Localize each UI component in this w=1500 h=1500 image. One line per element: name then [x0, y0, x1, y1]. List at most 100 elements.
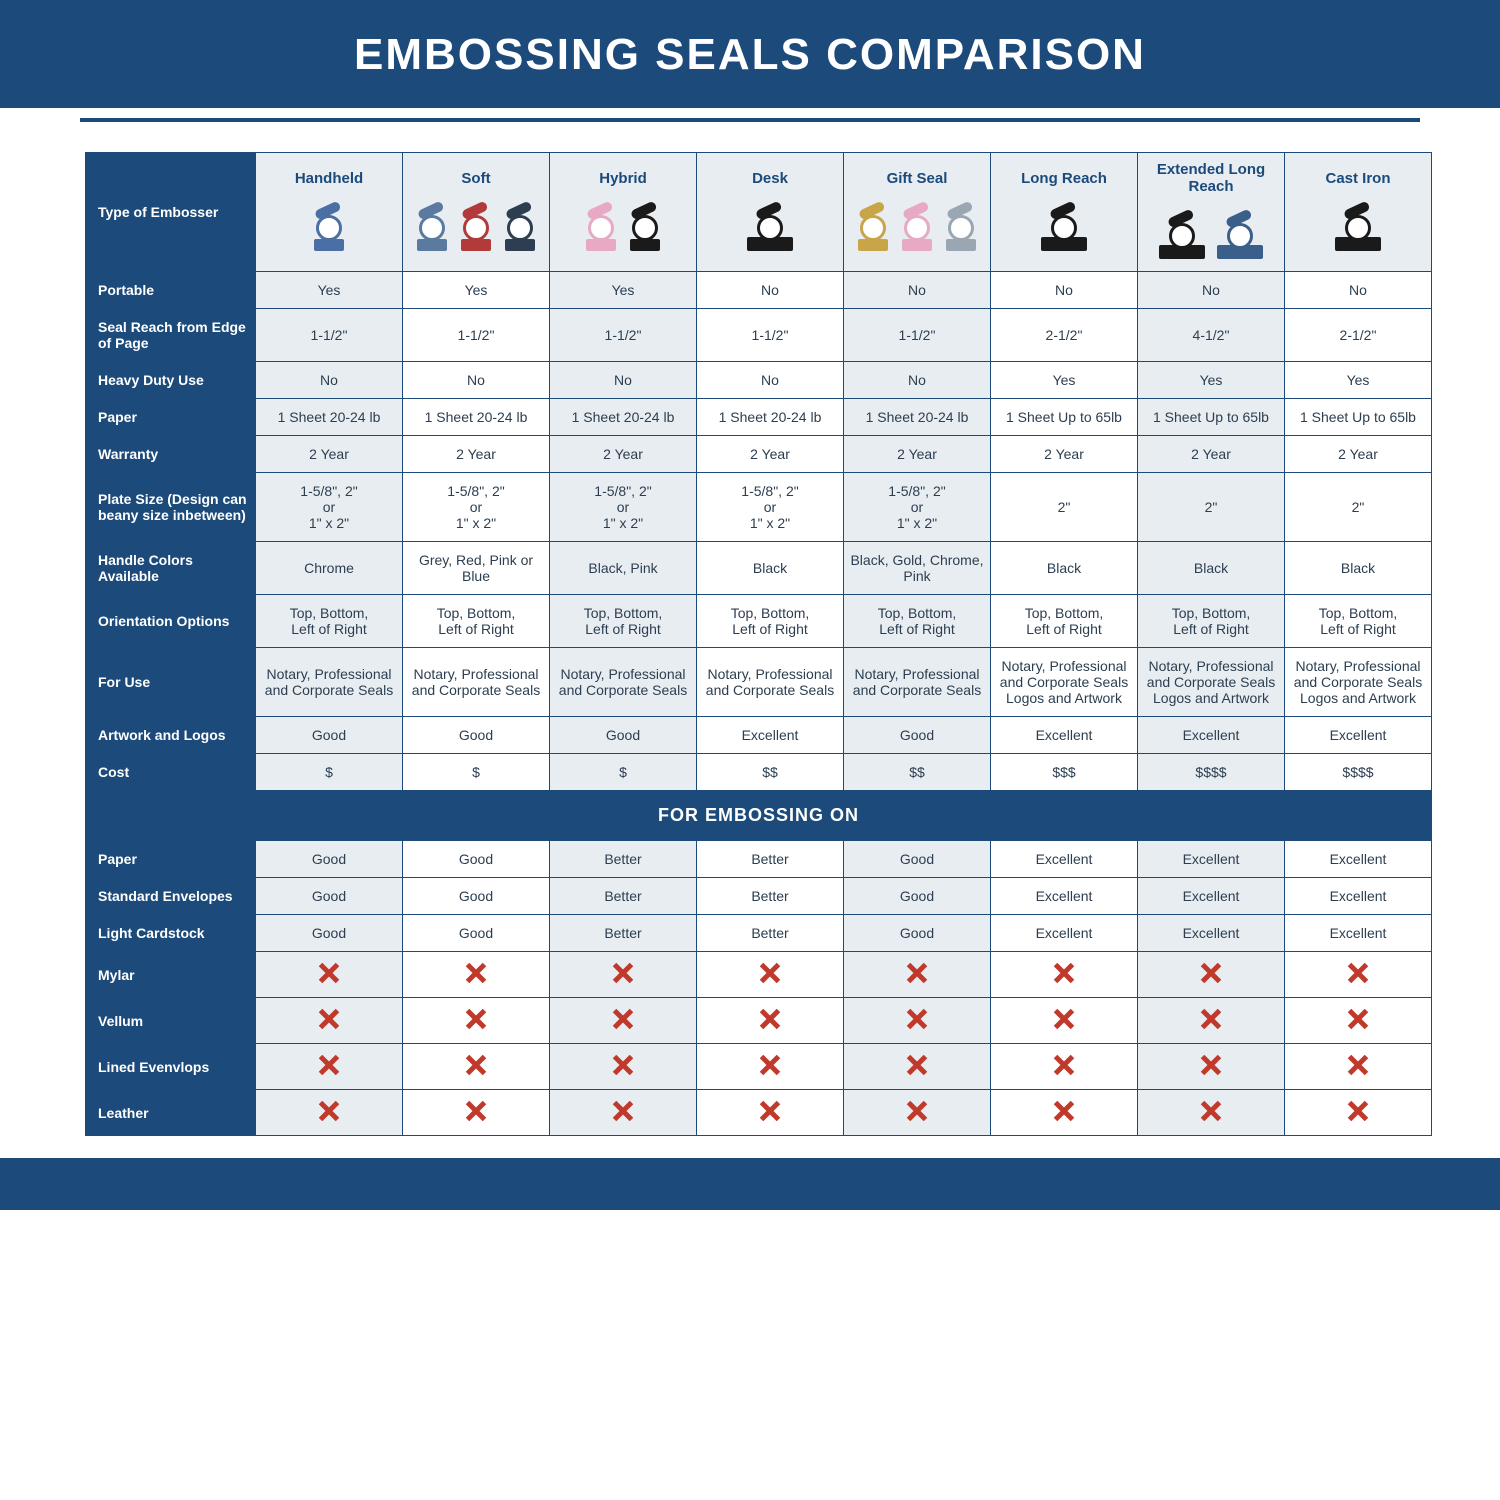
row-label: Light Cardstock — [86, 915, 256, 952]
table-cell: 1 Sheet Up to 65lb — [1285, 399, 1432, 436]
table-cell — [991, 1090, 1138, 1136]
row-label: Mylar — [86, 952, 256, 998]
table-cell: $$ — [844, 754, 991, 791]
table-row: Cost$$$$$$$$$$$$$$$$$$ — [86, 754, 1432, 791]
table-cell: Excellent — [991, 841, 1138, 878]
table-cell: 1 Sheet 20-24 lb — [844, 399, 991, 436]
table-row: Heavy Duty UseNoNoNoNoNoYesYesYes — [86, 362, 1432, 399]
table-cell: Excellent — [1138, 841, 1285, 878]
column-header: Desk — [697, 153, 844, 272]
no-icon — [318, 1054, 340, 1076]
no-icon — [1347, 1008, 1369, 1030]
embosser-icon — [407, 191, 545, 259]
table-cell: Yes — [256, 272, 403, 309]
table-cell: $ — [256, 754, 403, 791]
table-row: Lined Evenvlops — [86, 1044, 1432, 1090]
table-cell: $$$ — [991, 754, 1138, 791]
table-cell: Yes — [1285, 362, 1432, 399]
table-cell: Excellent — [991, 717, 1138, 754]
column-header: Extended Long Reach — [1138, 153, 1285, 272]
table-cell — [256, 1090, 403, 1136]
table-row: Handle Colors AvailableChromeGrey, Red, … — [86, 542, 1432, 595]
table-cell: 4-1/2" — [1138, 309, 1285, 362]
table-cell: Good — [844, 915, 991, 952]
no-icon — [1200, 1054, 1222, 1076]
row-label: Plate Size (Design can beany size inbetw… — [86, 473, 256, 542]
table-cell: Notary, Professional and Corporate Seals… — [1138, 648, 1285, 717]
no-icon — [1347, 1100, 1369, 1122]
table-cell — [550, 998, 697, 1044]
table-cell: Good — [550, 717, 697, 754]
no-icon — [612, 1008, 634, 1030]
table-row: Warranty2 Year2 Year2 Year2 Year2 Year2 … — [86, 436, 1432, 473]
column-name: Soft — [407, 170, 545, 187]
table-cell: Excellent — [1285, 717, 1432, 754]
table-cell — [1285, 952, 1432, 998]
table-cell: Black — [1285, 542, 1432, 595]
section-header-row: FOR EMBOSSING ON — [86, 791, 1432, 841]
table-cell: Excellent — [1138, 915, 1285, 952]
table-cell: 1 Sheet 20-24 lb — [697, 399, 844, 436]
row-label: Heavy Duty Use — [86, 362, 256, 399]
column-name: Hybrid — [554, 170, 692, 187]
table-cell: Top, Bottom,Left of Right — [1285, 595, 1432, 648]
table-cell: 1-5/8", 2"or1" x 2" — [697, 473, 844, 542]
table-cell: Good — [844, 717, 991, 754]
table-cell: 1-5/8", 2"or1" x 2" — [844, 473, 991, 542]
table-cell: 2 Year — [991, 436, 1138, 473]
row-label: Paper — [86, 399, 256, 436]
table-cell: No — [844, 362, 991, 399]
no-icon — [612, 962, 634, 984]
embosser-icon — [260, 191, 398, 259]
row-label: Seal Reach from Edge of Page — [86, 309, 256, 362]
column-header: Soft — [403, 153, 550, 272]
table-cell: 1-1/2" — [256, 309, 403, 362]
table-cell: Black — [991, 542, 1138, 595]
table-cell: 2" — [1138, 473, 1285, 542]
table-cell — [1285, 1090, 1432, 1136]
table-cell: Notary, Professional and Corporate Seals — [844, 648, 991, 717]
no-icon — [318, 1100, 340, 1122]
table-cell — [1285, 1044, 1432, 1090]
table-cell — [1285, 998, 1432, 1044]
table-cell — [1138, 952, 1285, 998]
table-cell: 2" — [991, 473, 1138, 542]
table-cell — [844, 1044, 991, 1090]
row-label: Orientation Options — [86, 595, 256, 648]
table-cell: Black — [1138, 542, 1285, 595]
table-cell: 1-5/8", 2"or1" x 2" — [256, 473, 403, 542]
table-cell: No — [403, 362, 550, 399]
table-cell: Top, Bottom,Left of Right — [550, 595, 697, 648]
table-cell: Notary, Professional and Corporate Seals — [550, 648, 697, 717]
table-row: Artwork and LogosGoodGoodGoodExcellentGo… — [86, 717, 1432, 754]
column-name: Desk — [701, 170, 839, 187]
column-name: Handheld — [260, 170, 398, 187]
type-of-embosser-label: Type of Embosser — [86, 153, 256, 272]
table-cell: Better — [550, 841, 697, 878]
table-cell — [550, 1090, 697, 1136]
no-icon — [612, 1100, 634, 1122]
embosser-icon — [1142, 199, 1280, 267]
table-row: Plate Size (Design can beany size inbetw… — [86, 473, 1432, 542]
table-cell: 2 Year — [1138, 436, 1285, 473]
table-cell: Yes — [403, 272, 550, 309]
table-cell: Excellent — [697, 717, 844, 754]
no-icon — [1053, 962, 1075, 984]
table-cell — [844, 952, 991, 998]
table-cell: $$$$ — [1285, 754, 1432, 791]
table-row: PortableYesYesYesNoNoNoNoNo — [86, 272, 1432, 309]
table-cell: Notary, Professional and Corporate Seals — [697, 648, 844, 717]
table-cell: $$$$ — [1138, 754, 1285, 791]
row-label: Cost — [86, 754, 256, 791]
column-header: Hybrid — [550, 153, 697, 272]
row-label: For Use — [86, 648, 256, 717]
table-cell: 1-1/2" — [550, 309, 697, 362]
table-cell: Good — [256, 841, 403, 878]
no-icon — [759, 1100, 781, 1122]
table-cell: 1-5/8", 2"or1" x 2" — [550, 473, 697, 542]
table-cell: 1 Sheet Up to 65lb — [1138, 399, 1285, 436]
no-icon — [1200, 1008, 1222, 1030]
no-icon — [1053, 1008, 1075, 1030]
column-header: Handheld — [256, 153, 403, 272]
table-cell — [844, 998, 991, 1044]
